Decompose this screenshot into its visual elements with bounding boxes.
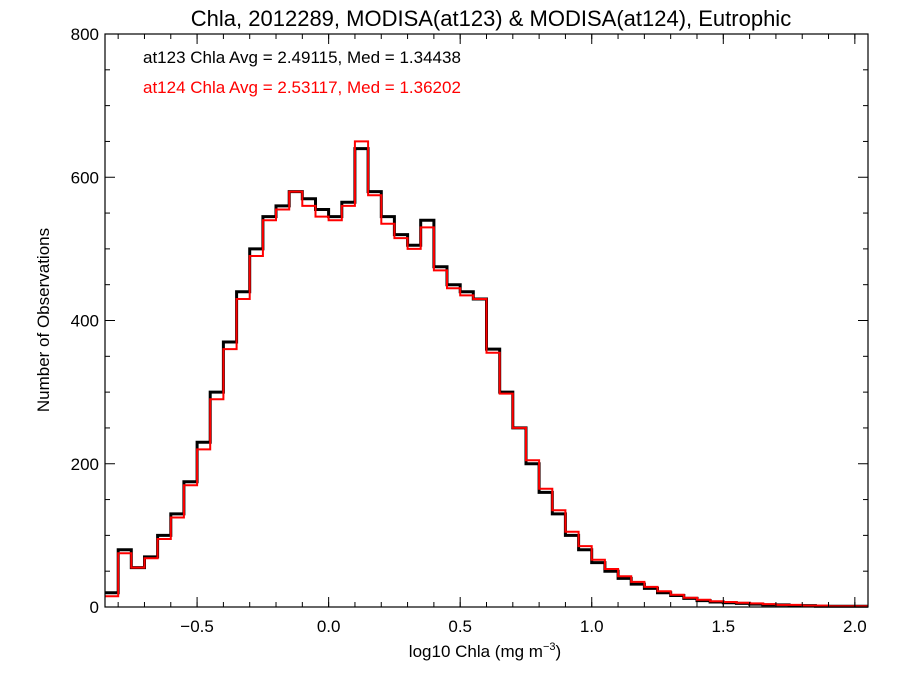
- y-tick-label: 600: [71, 168, 99, 187]
- y-tick-label: 800: [71, 25, 99, 44]
- y-tick-label: 200: [71, 455, 99, 474]
- x-tick-label: 1.0: [580, 617, 604, 636]
- y-tick-label: 0: [90, 598, 99, 617]
- x-tick-label: −0.5: [180, 617, 214, 636]
- x-axis-label: log10 Chla (mg m−3): [409, 641, 561, 661]
- x-tick-label: 0.5: [448, 617, 472, 636]
- x-tick-label: 1.5: [711, 617, 735, 636]
- x-axis: −0.5 0.0 0.5 1.0 1.5 2.0: [117, 34, 867, 636]
- y-tick-label: 400: [71, 312, 99, 331]
- series-at124: [105, 140, 868, 608]
- chart-title: Chla, 2012289, MODISA(at123) & MODISA(at…: [191, 6, 791, 31]
- series-at123: [105, 147, 868, 608]
- x-axis-label-exponent: −3: [543, 641, 556, 653]
- y-axis: 0 200 400 600 800: [71, 25, 868, 617]
- x-tick-label: 2.0: [843, 617, 867, 636]
- plot-area: −0.5 0.0 0.5 1.0 1.5 2.0 0 200 400 600 800: [71, 25, 869, 636]
- y-axis-label: Number of Observations: [34, 228, 53, 412]
- annotation-at123: at123 Chla Avg = 2.49115, Med = 1.34438: [143, 48, 461, 67]
- x-tick-label: 0.0: [317, 617, 341, 636]
- x-axis-label-main: log10 Chla (mg m: [409, 642, 543, 661]
- annotation-at124: at124 Chla Avg = 2.53117, Med = 1.36202: [143, 78, 461, 97]
- series-layer: [105, 140, 868, 608]
- x-axis-label-close: ): [556, 642, 562, 661]
